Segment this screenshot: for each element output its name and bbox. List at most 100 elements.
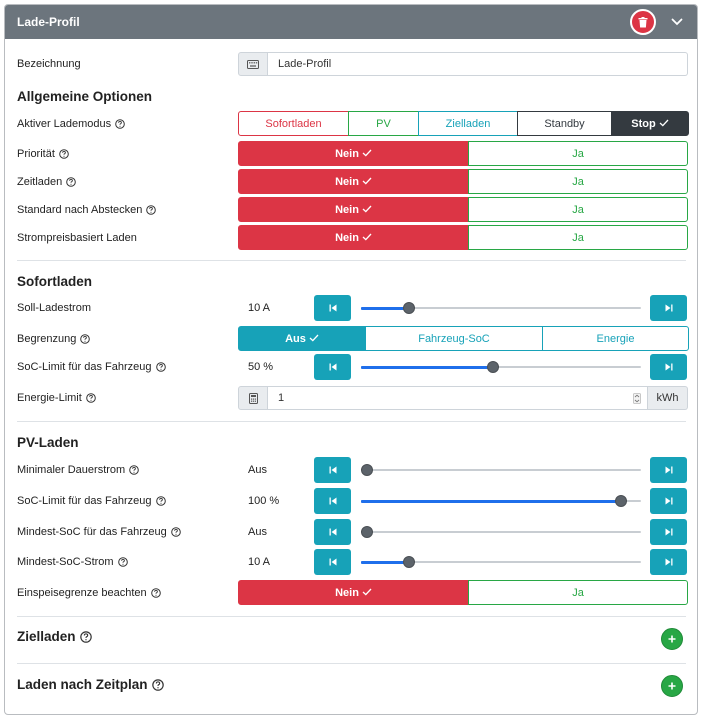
row-zeitladen: Zeitladen Nein Ja <box>5 169 697 195</box>
standard-nach-abstecken-yes-button[interactable]: Ja <box>468 197 688 222</box>
section-title-zielladen[interactable]: Zielladen <box>17 629 92 644</box>
divider <box>17 260 686 261</box>
pv-soc-limit-slider[interactable] <box>361 488 641 514</box>
add-zeitplan-button[interactable] <box>661 675 683 697</box>
bezeichnung-input-group: Lade-Profil <box>238 52 688 76</box>
slider-thumb[interactable] <box>402 302 415 314</box>
help-icon[interactable] <box>117 557 128 567</box>
mode-stop-button[interactable]: Stop <box>611 111 689 136</box>
help-icon[interactable] <box>151 678 164 691</box>
step-backward-icon <box>329 466 337 474</box>
standard-nach-abstecken-no-button[interactable]: Nein <box>238 197 469 222</box>
step-backward-icon <box>329 497 337 505</box>
decrement-button[interactable] <box>314 549 351 575</box>
help-icon[interactable] <box>155 496 166 506</box>
decrement-button[interactable] <box>314 457 351 483</box>
lademodus-group: Sofortladen PV Zielladen Standby Stop <box>238 111 689 136</box>
slider-thumb[interactable] <box>615 495 628 507</box>
aus-label: Aus <box>285 332 306 345</box>
decrement-button[interactable] <box>314 488 351 514</box>
collapse-toggle[interactable] <box>669 14 685 30</box>
pv-soc-limit-value: 100 % <box>248 495 280 507</box>
card-header[interactable]: Lade-Profil <box>5 5 697 39</box>
row-einspeisegrenze: Einspeisegrenze beachten Nein Ja <box>5 580 697 606</box>
mindest-soc-label: Mindest-SoC für das Fahrzeug <box>17 519 181 545</box>
row-prioritaet: Priorität Nein Ja <box>5 141 697 167</box>
help-icon[interactable] <box>80 334 91 344</box>
help-icon[interactable] <box>150 588 161 598</box>
divider <box>17 421 686 422</box>
mode-standby-button[interactable]: Standby <box>517 111 612 136</box>
row-strompreis: Strompreisbasiert Laden Nein Ja <box>5 225 697 251</box>
mindest-soc-strom-slider[interactable] <box>361 549 641 575</box>
row-bezeichnung: Bezeichnung Lade-Profil <box>5 51 697 77</box>
decrement-button[interactable] <box>314 295 351 321</box>
spinner-icon[interactable] <box>633 393 641 404</box>
mindest-soc-strom-value: 10 A <box>248 556 271 568</box>
begrenzung-energie-button[interactable]: Energie <box>542 326 689 351</box>
plus-icon <box>667 634 677 644</box>
prioritaet-no-button[interactable]: Nein <box>238 141 469 166</box>
standard-nach-abstecken-label-text: Standard nach Abstecken <box>17 204 143 216</box>
mindest-soc-slider[interactable] <box>361 519 641 545</box>
einspeisegrenze-yes-button[interactable]: Ja <box>468 580 688 605</box>
row-standard-nach-abstecken: Standard nach Abstecken Nein Ja <box>5 197 697 223</box>
increment-button[interactable] <box>650 519 687 545</box>
help-icon[interactable] <box>79 630 92 643</box>
begrenzung-label: Begrenzung <box>17 326 91 352</box>
energie-limit-value: 1 <box>278 392 285 404</box>
help-icon[interactable] <box>86 393 96 403</box>
help-icon[interactable] <box>170 527 181 537</box>
calculator-icon <box>238 386 268 410</box>
step-forward-icon <box>665 466 673 474</box>
help-icon[interactable] <box>59 149 69 159</box>
help-icon[interactable] <box>155 362 166 372</box>
energie-limit-label: Energie-Limit <box>17 385 96 411</box>
begrenzung-fahrzeug-soc-button[interactable]: Fahrzeug-SoC <box>365 326 543 351</box>
increment-button[interactable] <box>650 354 687 380</box>
increment-button[interactable] <box>650 549 687 575</box>
zeitladen-label-text: Zeitladen <box>17 176 63 188</box>
help-icon[interactable] <box>66 177 77 187</box>
mode-zielladen-button[interactable]: Zielladen <box>418 111 518 136</box>
einspeisegrenze-toggle: Nein Ja <box>238 580 688 605</box>
strompreis-yes-button[interactable]: Ja <box>468 225 688 250</box>
sofort-soc-limit-slider[interactable] <box>361 354 641 380</box>
strompreis-no-button[interactable]: Nein <box>238 225 469 250</box>
help-icon[interactable] <box>129 465 140 475</box>
increment-button[interactable] <box>650 457 687 483</box>
section-title-zeitplan[interactable]: Laden nach Zeitplan <box>17 677 164 692</box>
mode-sofortladen-button[interactable]: Sofortladen <box>238 111 349 136</box>
slider-thumb[interactable] <box>486 361 499 373</box>
chevron-down-icon <box>671 18 683 26</box>
slider-thumb[interactable] <box>361 464 373 476</box>
einspeisegrenze-no-button[interactable]: Nein <box>238 580 469 605</box>
slider-thumb[interactable] <box>361 526 373 538</box>
decrement-button[interactable] <box>314 354 351 380</box>
soll-ladestrom-slider[interactable] <box>361 295 641 321</box>
energie-limit-input[interactable]: 1 <box>268 386 648 410</box>
mode-stop-label: Stop <box>631 117 656 130</box>
min-dauerstrom-slider[interactable] <box>361 457 641 483</box>
zeitladen-no-button[interactable]: Nein <box>238 169 469 194</box>
zeitladen-yes-button[interactable]: Ja <box>468 169 688 194</box>
help-icon[interactable] <box>115 119 125 129</box>
row-sofort-soc-limit: SoC-Limit für das Fahrzeug 50 % <box>5 354 697 380</box>
add-zielladen-button[interactable] <box>661 628 683 650</box>
decrement-button[interactable] <box>314 519 351 545</box>
help-icon[interactable] <box>146 205 157 215</box>
min-dauerstrom-label-text: Minimaler Dauerstrom <box>17 464 126 476</box>
increment-button[interactable] <box>650 295 687 321</box>
lademodus-label-text: Aktiver Lademodus <box>17 118 112 130</box>
slider-fill <box>361 561 409 564</box>
delete-button[interactable] <box>630 9 656 35</box>
step-forward-icon <box>665 363 673 371</box>
increment-button[interactable] <box>650 488 687 514</box>
mode-pv-button[interactable]: PV <box>348 111 419 136</box>
begrenzung-aus-button[interactable]: Aus <box>238 326 366 351</box>
bezeichnung-input[interactable]: Lade-Profil <box>268 52 688 76</box>
slider-thumb[interactable] <box>402 556 415 568</box>
prioritaet-yes-button[interactable]: Ja <box>468 141 688 166</box>
check-icon <box>362 587 372 599</box>
card-title: Lade-Profil <box>17 15 80 29</box>
